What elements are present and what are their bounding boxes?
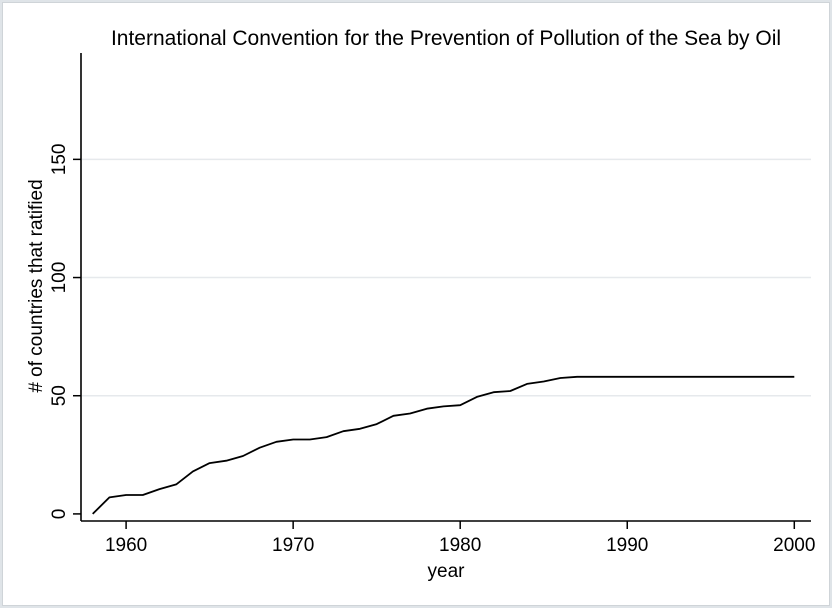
x-tick-label-1970: 1970	[272, 535, 314, 556]
x-tick-label-1980: 1980	[439, 535, 481, 556]
x-tick-label-1990: 1990	[606, 535, 648, 556]
gridlines	[82, 158, 811, 397]
ticks: 1960 1970 1980 1990 2000 0 50 100 150	[49, 144, 815, 556]
y-tick-label-0: 0	[49, 509, 70, 520]
chart-title: International Convention for the Prevent…	[111, 27, 781, 50]
y-tick-label-50: 50	[49, 385, 70, 406]
x-axis-label: year	[428, 561, 466, 582]
x-tick-label-1960: 1960	[105, 535, 147, 556]
y-tick-label-100: 100	[49, 262, 70, 294]
series-line-0	[92, 375, 795, 515]
y-tick-label-150: 150	[49, 144, 70, 176]
series-group	[92, 375, 795, 515]
x-tick-label-2000: 2000	[773, 535, 815, 556]
axes	[80, 53, 811, 522]
y-axis-label: # of countries that ratified	[26, 179, 47, 392]
